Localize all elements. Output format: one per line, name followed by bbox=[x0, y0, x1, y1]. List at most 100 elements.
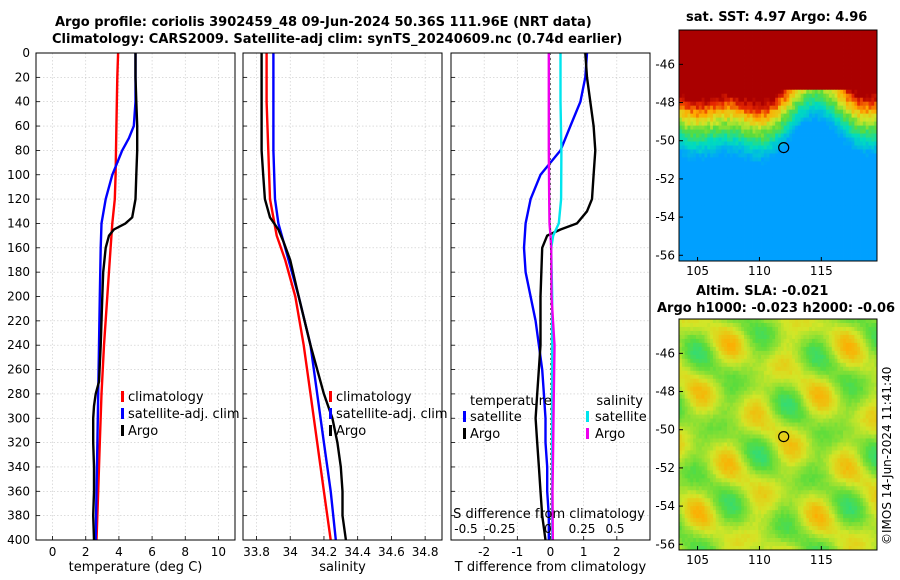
sst_map-cell bbox=[857, 137, 861, 142]
sst_map-cell bbox=[874, 201, 878, 206]
sst_map-cell bbox=[854, 69, 858, 75]
sst_map-cell bbox=[874, 65, 878, 71]
sst_map-cell bbox=[761, 129, 765, 134]
sst_map-cell bbox=[727, 53, 731, 59]
sst_map-cell bbox=[681, 161, 686, 166]
sst_map-cell bbox=[843, 81, 847, 87]
sst_map-cell bbox=[783, 257, 787, 262]
sst_map-cell bbox=[693, 237, 697, 242]
sst_map-cell bbox=[865, 113, 869, 119]
sla_map-cell bbox=[800, 326, 804, 332]
sst_map-cell bbox=[843, 105, 847, 111]
sst_map-cell bbox=[749, 201, 753, 206]
sst_map-cell bbox=[693, 85, 697, 91]
sst_map-cell bbox=[712, 105, 717, 111]
sst_map-cell bbox=[729, 105, 734, 111]
sla_map-cell bbox=[741, 354, 745, 360]
sst_map-cell bbox=[684, 101, 688, 107]
sla_map-cell bbox=[803, 346, 807, 352]
sla_map-cell bbox=[715, 319, 719, 324]
sst_map-cell bbox=[783, 69, 787, 75]
sst_map-cell bbox=[811, 61, 816, 67]
sst_map-cell bbox=[789, 181, 793, 186]
sst_map-cell bbox=[724, 45, 728, 51]
sst_map-cell bbox=[865, 30, 869, 35]
sst_map-cell bbox=[724, 105, 728, 111]
sla_map-cell bbox=[729, 319, 734, 324]
sst_map-cell bbox=[797, 57, 802, 63]
sla_map-cell bbox=[775, 334, 779, 340]
sst_map-cell bbox=[763, 65, 768, 71]
sst_map-cell bbox=[811, 161, 816, 166]
sst_map-cell bbox=[809, 173, 813, 178]
sst_map-cell bbox=[823, 45, 827, 51]
salinity-series-argo bbox=[260, 53, 348, 541]
sst_map-cell bbox=[800, 241, 804, 246]
sst_map-cell bbox=[744, 73, 748, 79]
sst_map-cell bbox=[803, 249, 807, 254]
sst_map-cell bbox=[710, 157, 714, 162]
sst_map-ytick-label: -48 bbox=[655, 96, 675, 110]
difference-xtick-label: 0 bbox=[547, 545, 555, 559]
sst_map-cell bbox=[789, 237, 793, 242]
sst_map-cell bbox=[848, 113, 852, 119]
sst_map-cell bbox=[865, 49, 869, 55]
sst_map-cell bbox=[763, 153, 768, 158]
sst_map-cell bbox=[868, 241, 872, 246]
sst_map-cell bbox=[786, 233, 790, 238]
sla_map-cell bbox=[845, 342, 850, 348]
sst_map-cell bbox=[755, 189, 759, 194]
sst_map-cell bbox=[741, 213, 745, 218]
sla_map-cell bbox=[806, 342, 810, 348]
sst_map-cell bbox=[794, 61, 799, 67]
sst_map-cell bbox=[840, 37, 844, 43]
sst_map-cell bbox=[834, 233, 838, 238]
sst_map-cell bbox=[741, 181, 745, 186]
sst_map-cell bbox=[778, 77, 782, 83]
sst_map-cell bbox=[732, 161, 736, 166]
sst_map-cell bbox=[741, 49, 745, 55]
sst_map-cell bbox=[681, 113, 686, 119]
sla_map-cell bbox=[766, 322, 770, 328]
sst_map-cell bbox=[744, 85, 748, 91]
sst_map-cell bbox=[766, 37, 770, 43]
sst_map-cell bbox=[845, 129, 850, 134]
sst_map-cell bbox=[857, 65, 861, 71]
sst_map-cell bbox=[693, 129, 697, 134]
sst_map-cell bbox=[862, 205, 867, 210]
sst_map-cell bbox=[862, 141, 867, 146]
sla_map-cell bbox=[749, 322, 753, 328]
sst_map-cell bbox=[761, 221, 765, 226]
sst_map-cell bbox=[800, 113, 804, 119]
sst_map-cell bbox=[831, 89, 835, 95]
sst_map-cell bbox=[690, 249, 694, 254]
sst_map-cell bbox=[695, 41, 700, 47]
sst_map-cell bbox=[772, 85, 776, 91]
salinity-legend-swatch bbox=[329, 408, 332, 419]
sst_map-cell bbox=[828, 65, 833, 71]
sst_map-cell bbox=[794, 81, 799, 87]
sst_map-cell bbox=[693, 101, 697, 107]
sst_map-cell bbox=[741, 53, 745, 59]
sst_map-cell bbox=[843, 241, 847, 246]
sst_map-cell bbox=[766, 113, 770, 119]
sst_map-argo-marker bbox=[778, 142, 790, 154]
sst_map-cell bbox=[769, 225, 773, 230]
sst_map-cell bbox=[724, 161, 728, 166]
sst_map-cell bbox=[772, 181, 776, 186]
sst_map-cell bbox=[857, 97, 861, 103]
sst_map-cell bbox=[828, 41, 833, 47]
sst_map-cell bbox=[755, 241, 759, 246]
sst_map-cell bbox=[755, 209, 759, 214]
sla_map-cell bbox=[727, 319, 731, 324]
sst_map-cell bbox=[826, 93, 830, 99]
sst_map-cell bbox=[752, 85, 756, 91]
sst_map-cell bbox=[789, 157, 793, 162]
sst_map-cell bbox=[772, 241, 776, 246]
sst_map-cell bbox=[789, 149, 793, 154]
sst_map-cell bbox=[860, 153, 864, 158]
sst_map-cell bbox=[712, 57, 717, 63]
sst_map-cell bbox=[698, 209, 703, 214]
sst_map-cell bbox=[707, 89, 711, 95]
sla_map-cell bbox=[780, 322, 785, 328]
